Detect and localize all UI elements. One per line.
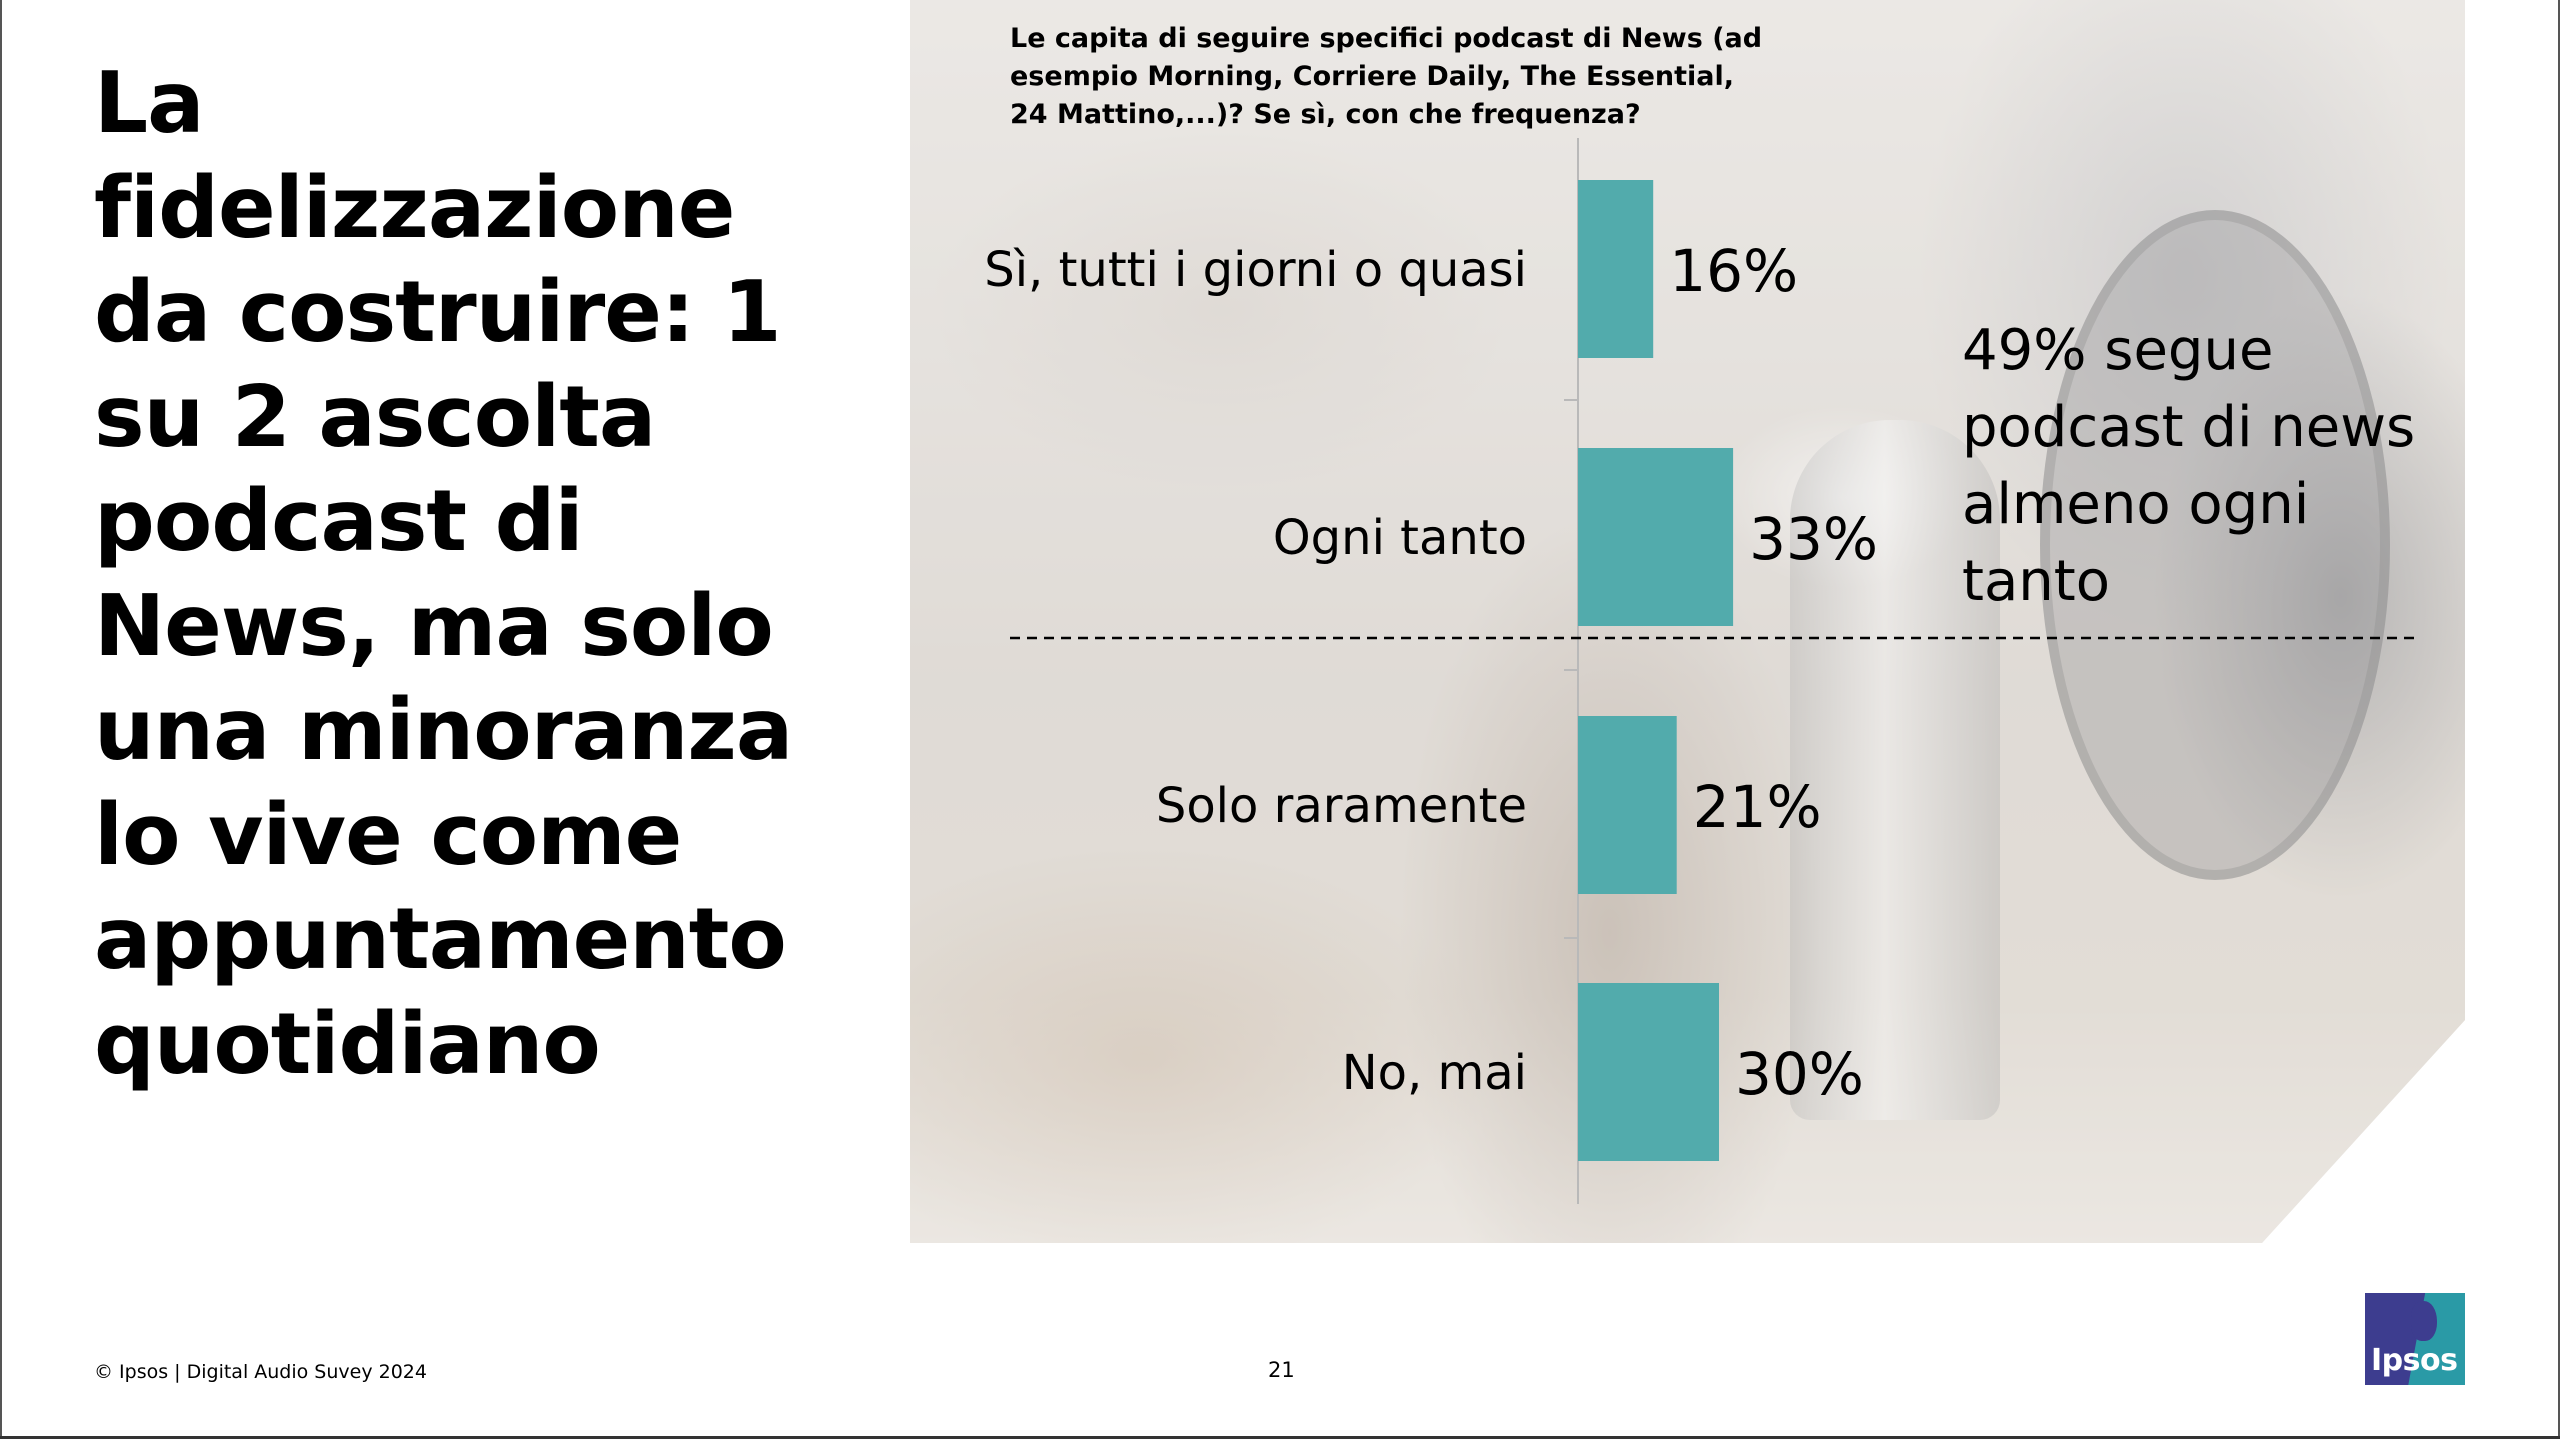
- photo-veil: [910, 0, 2465, 1243]
- survey-question: Le capita di seguire specifici podcast d…: [1010, 23, 1763, 130]
- ipsos-logo: Ipsos: [2365, 1293, 2465, 1385]
- slide-headline: La fidelizzazione da costruire: 1 su 2 a…: [94, 54, 793, 1094]
- slide-frame-bottom: [0, 1436, 2560, 1439]
- page-number: 21: [1268, 1358, 1295, 1382]
- slide-frame-right: [2558, 0, 2560, 1439]
- footer-source: © Ipsos | Digital Audio Suvey 2024: [94, 1361, 427, 1383]
- background-photo-microphone: [910, 0, 2465, 1243]
- callout-text: 49% segue podcast di news almeno ogni ta…: [1962, 318, 2416, 614]
- slide-frame-left: [0, 0, 2, 1439]
- logo-head-shape: [2411, 1301, 2437, 1341]
- logo-text: Ipsos: [2371, 1343, 2458, 1378]
- pop-filter-shape: [2040, 210, 2390, 880]
- microphone-shape: [1790, 420, 2000, 1120]
